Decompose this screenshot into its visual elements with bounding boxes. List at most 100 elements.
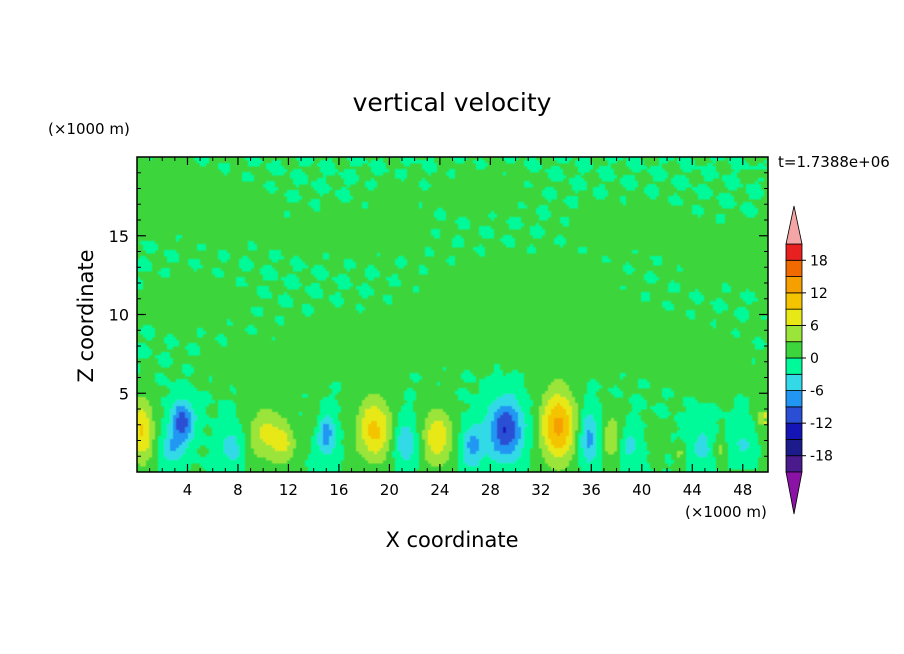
field-cell: [707, 454, 713, 458]
field-cell: [632, 169, 641, 173]
field-cell: [161, 424, 167, 428]
field-cell: [314, 430, 320, 434]
field-cell: [290, 172, 305, 176]
field-cell: [704, 175, 719, 179]
field-cell: [137, 460, 146, 464]
field-cell: [143, 433, 149, 437]
field-cell: [458, 460, 464, 464]
field-cell: [323, 253, 329, 257]
field-cell: [302, 304, 311, 308]
field-cell: [263, 184, 275, 188]
field-cell: [521, 409, 530, 413]
field-cell: [449, 169, 455, 173]
field-cell: [521, 451, 530, 455]
field-cell: [728, 457, 758, 461]
field-cell: [755, 181, 758, 185]
field-cell: [377, 451, 386, 455]
y-tick-label: 10: [109, 306, 129, 325]
field-cell: [491, 211, 494, 215]
field-cell: [368, 445, 383, 449]
field-cell: [431, 445, 443, 449]
field-cell: [257, 412, 278, 416]
colorbar-swatch: [785, 455, 803, 473]
field-cell: [182, 370, 194, 374]
field-cell: [623, 175, 635, 179]
contour-field: [137, 157, 768, 472]
field-cell: [455, 160, 464, 164]
field-cell: [320, 430, 323, 434]
field-cell: [344, 178, 359, 182]
x-tick-label: 44: [683, 481, 702, 499]
field-cell: [368, 427, 380, 431]
field-cell: [185, 448, 197, 452]
field-cell: [158, 439, 164, 443]
field-cell: [356, 436, 362, 440]
field-cell: [584, 427, 596, 431]
field-cell: [674, 415, 752, 419]
field-cell: [458, 463, 467, 467]
field-cell: [554, 241, 566, 245]
field-cell: [572, 418, 578, 422]
field-cell: [422, 178, 425, 182]
field-cell: [359, 289, 374, 293]
field-cell: [659, 160, 668, 164]
field-cell: [218, 406, 236, 410]
field-cell: [158, 454, 164, 458]
field-cell: [356, 448, 368, 452]
field-cell: [383, 412, 392, 416]
field-cell: [758, 418, 764, 422]
field-cell: [734, 400, 749, 404]
field-cell: [332, 277, 350, 281]
field-cell: [320, 400, 338, 404]
field-cell: [545, 442, 551, 446]
field-cell: [143, 247, 158, 251]
field-cell: [671, 202, 683, 206]
field-cell: [161, 421, 170, 425]
field-cell: [344, 259, 353, 263]
field-cell: [149, 418, 152, 422]
field-cell: [725, 424, 755, 428]
field-cell: [644, 277, 659, 281]
field-cell: [620, 460, 647, 464]
colorbar-swatch: [785, 390, 803, 408]
field-cell: [401, 178, 404, 182]
field-cell: [293, 256, 299, 260]
field-cell: [479, 157, 482, 161]
field-cell: [323, 451, 332, 455]
field-cell: [710, 301, 725, 305]
field-cell: [293, 169, 302, 173]
field-cell: [368, 394, 380, 398]
y-unit-label: (×1000 m): [48, 120, 130, 138]
field-cell: [695, 451, 707, 455]
field-cell: [248, 247, 257, 251]
field-cell: [716, 196, 734, 200]
field-cell: [380, 433, 386, 437]
field-cell: [290, 259, 302, 263]
field-cell: [401, 409, 413, 413]
field-cell: [386, 433, 392, 437]
field-cell: [137, 451, 152, 455]
field-cell: [137, 424, 140, 428]
field-cell: [164, 448, 170, 452]
field-cell: [491, 403, 518, 407]
field-cell: [545, 409, 551, 413]
field-cell: [458, 442, 464, 446]
field-cell: [173, 406, 176, 410]
field-cell: [578, 157, 590, 161]
field-cell: [446, 439, 452, 443]
field-cell: [593, 415, 602, 419]
field-cell: [587, 430, 590, 434]
field-cell: [437, 208, 443, 212]
field-cell: [362, 430, 368, 434]
field-cell: [581, 424, 584, 428]
field-cell: [491, 436, 497, 440]
field-cell: [143, 244, 158, 248]
field-cell: [497, 418, 512, 422]
field-cell: [140, 433, 143, 437]
field-cell: [413, 436, 419, 440]
colorbar-swatch: [785, 243, 803, 261]
field-cell: [539, 439, 545, 443]
field-cell: [302, 394, 308, 398]
